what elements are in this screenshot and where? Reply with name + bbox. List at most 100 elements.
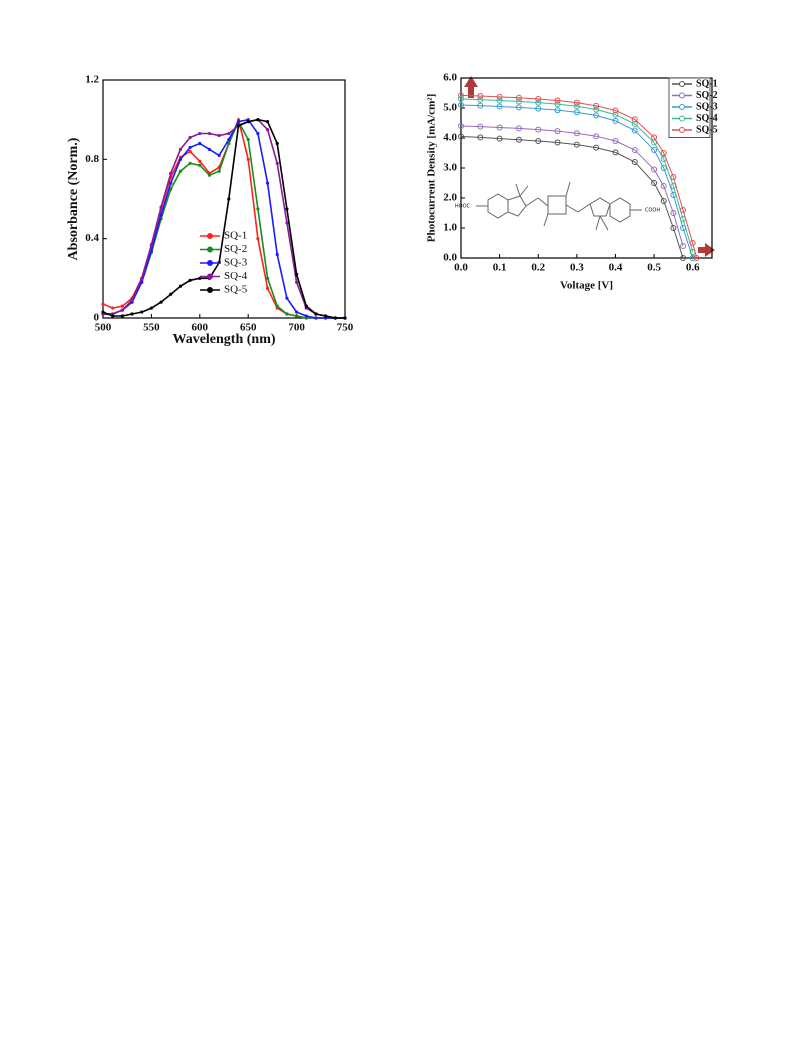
legend-label: SQ-1 <box>224 230 247 242</box>
data-point <box>573 103 580 110</box>
data-point <box>227 197 231 201</box>
data-point <box>304 304 308 308</box>
data-point <box>227 141 231 146</box>
data-point <box>304 314 308 318</box>
x-tick-label: 0.6 <box>686 262 700 274</box>
data-point <box>217 133 221 138</box>
y-tick-label: 1.2 <box>85 74 99 86</box>
data-point <box>178 169 183 173</box>
x-tick-label: 0.2 <box>531 262 545 274</box>
data-point <box>680 255 687 261</box>
legend-marker <box>679 81 685 87</box>
data-point <box>496 103 503 110</box>
legend-marker <box>679 115 685 122</box>
data-point <box>573 109 580 116</box>
data-point <box>477 93 484 99</box>
data-point <box>178 157 183 161</box>
x-tick-label: 0.4 <box>609 262 623 274</box>
legend-label: SQ-3 <box>224 257 248 269</box>
data-point <box>159 213 163 217</box>
data-point <box>554 97 561 104</box>
data-point <box>535 96 542 102</box>
x-axis-label: Voltage [V] <box>560 280 613 292</box>
legend-label: SQ-4 <box>224 270 248 282</box>
data-point <box>140 310 144 314</box>
plot-frame <box>102 79 346 319</box>
y-tick-label: 0.4 <box>85 232 99 244</box>
data-point <box>612 107 619 114</box>
data-point <box>477 123 484 130</box>
series-line <box>460 98 694 253</box>
data-point <box>515 136 522 143</box>
data-point <box>651 180 658 186</box>
data-point <box>680 207 687 213</box>
data-point <box>573 130 580 137</box>
structure-label: HOOC <box>455 204 471 210</box>
data-point <box>285 296 289 300</box>
data-point <box>554 101 561 108</box>
data-point <box>535 126 542 133</box>
data-point <box>159 205 163 209</box>
molecule-structure <box>476 181 642 231</box>
data-point <box>660 165 667 171</box>
data-point <box>198 131 202 136</box>
data-point <box>593 102 600 109</box>
data-point <box>265 120 270 124</box>
data-point <box>169 292 173 296</box>
series-line <box>103 118 345 319</box>
data-point <box>670 225 677 231</box>
data-point <box>651 134 658 141</box>
series-line <box>103 118 345 319</box>
data-point <box>612 111 619 118</box>
data-point <box>149 306 153 310</box>
data-point <box>101 302 105 306</box>
data-point <box>554 107 561 114</box>
y-axis-label: Photocurrent Density [mA/cm²] <box>426 94 438 243</box>
data-point <box>169 181 173 185</box>
data-point <box>265 276 270 280</box>
legend-label: SQ-2 <box>696 90 718 101</box>
data-point <box>130 312 134 316</box>
x-tick-label: 500 <box>95 322 112 334</box>
data-point <box>496 93 503 100</box>
data-point <box>227 137 231 142</box>
series-line <box>460 104 694 259</box>
data-point <box>101 310 105 314</box>
data-point <box>458 133 464 140</box>
x-tick-label: 650 <box>240 322 257 334</box>
structure-label: COOH <box>645 208 660 214</box>
data-point <box>612 138 619 144</box>
data-point <box>670 174 677 180</box>
legend-marker <box>207 260 213 266</box>
data-point <box>631 147 638 153</box>
y-tick-label: 0 <box>94 312 100 324</box>
data-point <box>207 147 212 152</box>
legend-marker <box>679 104 685 110</box>
legend-label: SQ-1 <box>696 78 718 89</box>
data-point <box>680 243 687 249</box>
x-tick-label: 600 <box>192 322 209 334</box>
data-point <box>285 207 289 211</box>
data-point <box>693 255 700 261</box>
data-point <box>535 105 542 112</box>
data-point <box>188 135 192 140</box>
data-point <box>593 133 600 140</box>
y-tick-label: 2.0 <box>443 192 457 204</box>
data-point <box>458 102 464 108</box>
legend-label: SQ-2 <box>224 243 247 255</box>
x-tick-label: 550 <box>143 322 160 334</box>
data-point <box>324 314 328 318</box>
data-point <box>275 141 279 146</box>
data-point <box>275 252 279 257</box>
data-point <box>670 210 677 216</box>
data-point <box>573 99 580 106</box>
data-point <box>477 102 484 109</box>
data-point <box>689 240 696 246</box>
data-point <box>169 171 173 175</box>
data-point <box>496 97 503 104</box>
data-point <box>217 169 221 173</box>
data-point <box>660 183 667 189</box>
data-point <box>458 96 464 102</box>
data-point <box>593 144 600 151</box>
